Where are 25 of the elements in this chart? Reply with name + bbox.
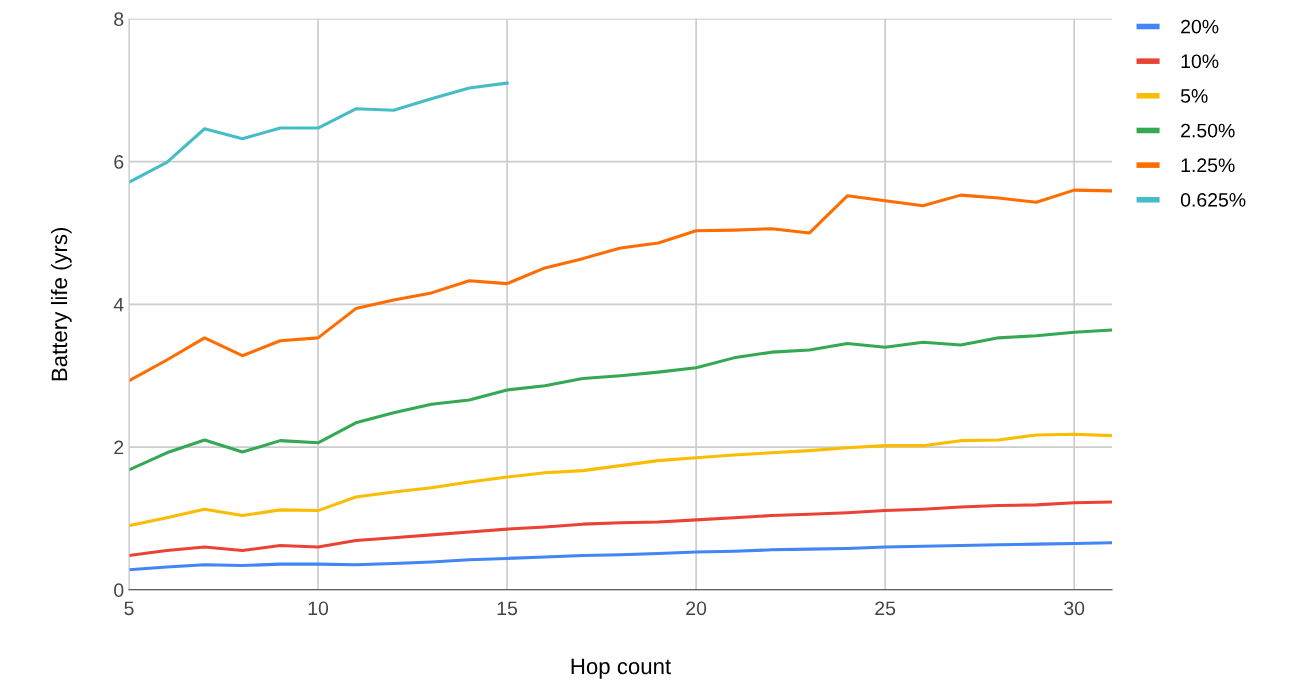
legend-label: 0.625% — [1180, 193, 1246, 207]
y-axis-title: Battery life (yrs) — [50, 227, 72, 381]
x-axis-title: Hop count — [571, 658, 671, 679]
line-series — [129, 188, 1112, 383]
legend-label: 10% — [1181, 54, 1219, 69]
x-tick-label: 20 — [686, 601, 707, 616]
y-tick-label: 4 — [113, 298, 124, 312]
legend-label: 5% — [1180, 89, 1208, 103]
x-tick-label: 25 — [875, 601, 896, 616]
legend-label: 1.25% — [1181, 158, 1235, 173]
line-series — [129, 81, 509, 184]
x-tick-label: 15 — [497, 601, 518, 616]
y-tick-label: 2 — [114, 440, 124, 455]
line-series — [129, 500, 1112, 558]
y-tick-label: 6 — [114, 155, 124, 169]
y-tick-label: 0 — [114, 583, 124, 598]
legend-label: 20% — [1181, 19, 1219, 34]
legend-label: 2.50% — [1181, 123, 1235, 138]
x-tick-label: 5 — [124, 601, 134, 616]
x-tick-label: 30 — [1064, 601, 1085, 616]
x-tick-label: 10 — [308, 601, 329, 616]
line-series — [129, 541, 1112, 572]
y-tick-label: 8 — [114, 12, 124, 27]
line-series — [129, 328, 1112, 472]
line-series — [129, 432, 1112, 528]
